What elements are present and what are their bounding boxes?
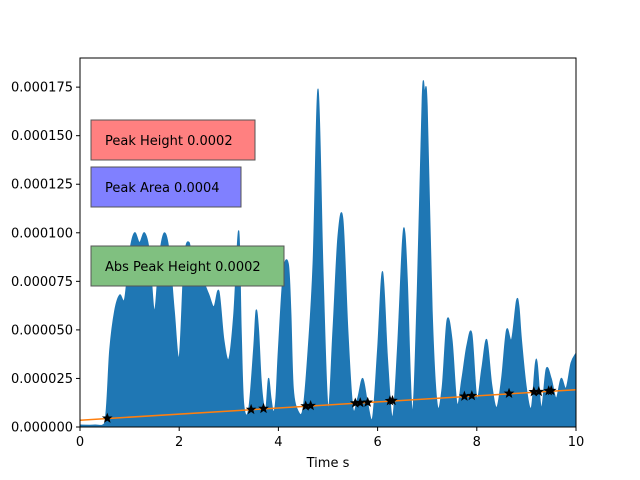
annotation-box: Peak Area 0.0004 (90, 166, 242, 208)
signal-area-layer (79, 80, 577, 428)
annotation-label: Peak Height 0.0002 (105, 134, 233, 149)
x-tick-label: 2 (175, 435, 183, 450)
peak-marker (362, 396, 374, 407)
y-tick-label: 0.000025 (11, 372, 73, 387)
annotation-label: Peak Area 0.0004 (105, 181, 220, 196)
annotation-box: Peak Height 0.0002 (90, 119, 256, 161)
y-tick-label: 0.000175 (11, 81, 73, 96)
peak-marker-layer (101, 385, 557, 423)
y-axis: 0.000000 0.000025 0.000050 0.000075 0.000100… (11, 81, 80, 436)
x-tick-label: 0 (76, 435, 84, 450)
baseline-line-layer (79, 388, 577, 421)
baseline-line (79, 388, 577, 421)
peak-marker (466, 390, 478, 401)
y-tick-label: 0.000100 (11, 226, 73, 241)
peak-marker (533, 386, 545, 397)
peak-marker (101, 412, 113, 423)
signal-area (79, 80, 577, 428)
x-tick-label: 6 (373, 435, 381, 450)
annotation-box-background (90, 166, 242, 208)
peak-marker (305, 400, 316, 411)
y-tick-label: 0.000075 (11, 275, 73, 290)
peak-marker (387, 394, 398, 406)
annotation-label: Abs Peak Height 0.0002 (105, 260, 261, 275)
annotation-layer: Peak Height 0.0002 Peak Area 0.0004 Abs Pe… (90, 119, 285, 287)
y-tick-label: 0.000000 (11, 421, 73, 436)
annotation-box: Abs Peak Height 0.0002 (90, 245, 285, 287)
y-tick-label: 0.000050 (11, 323, 73, 338)
annotation-box-background (90, 119, 256, 161)
plot-frame (79, 57, 577, 428)
x-axis-title: Time s (306, 456, 350, 471)
y-tick-label: 0.000150 (11, 129, 73, 144)
x-axis: 0 2 4 6 8 10 (76, 427, 584, 450)
x-tick-label: 8 (473, 435, 481, 450)
peak-marker (258, 402, 269, 414)
x-tick-label: 4 (274, 435, 282, 450)
peak-marker (545, 385, 557, 396)
x-tick-label: 10 (568, 435, 585, 450)
annotation-box-background (90, 245, 285, 287)
y-tick-label: 0.000125 (11, 178, 73, 193)
peak-marker (503, 387, 515, 398)
peak-marker (245, 403, 257, 415)
